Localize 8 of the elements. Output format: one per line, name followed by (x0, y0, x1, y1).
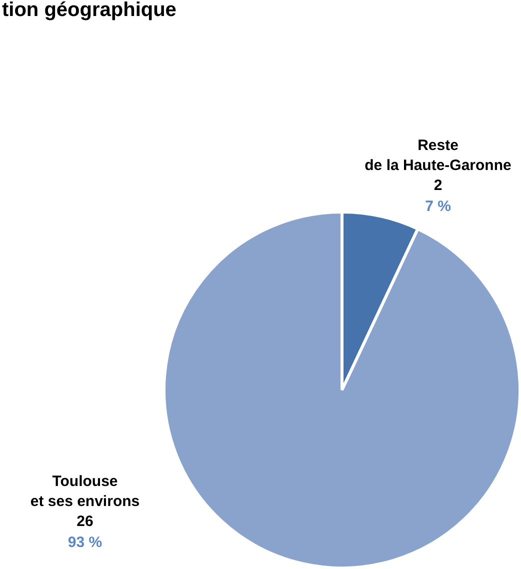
text: 26 (76, 513, 94, 530)
text: 2 (434, 177, 442, 194)
chart-title: tion géographique (2, 0, 176, 21)
data-label: 7 % (425, 198, 451, 215)
slice-label: Reste de la Haute-Garonne (364, 137, 512, 174)
slice-label: Toulouse et ses environs (30, 473, 140, 510)
data-label: 93 % (68, 534, 102, 551)
pie-slice (162, 210, 521, 569)
